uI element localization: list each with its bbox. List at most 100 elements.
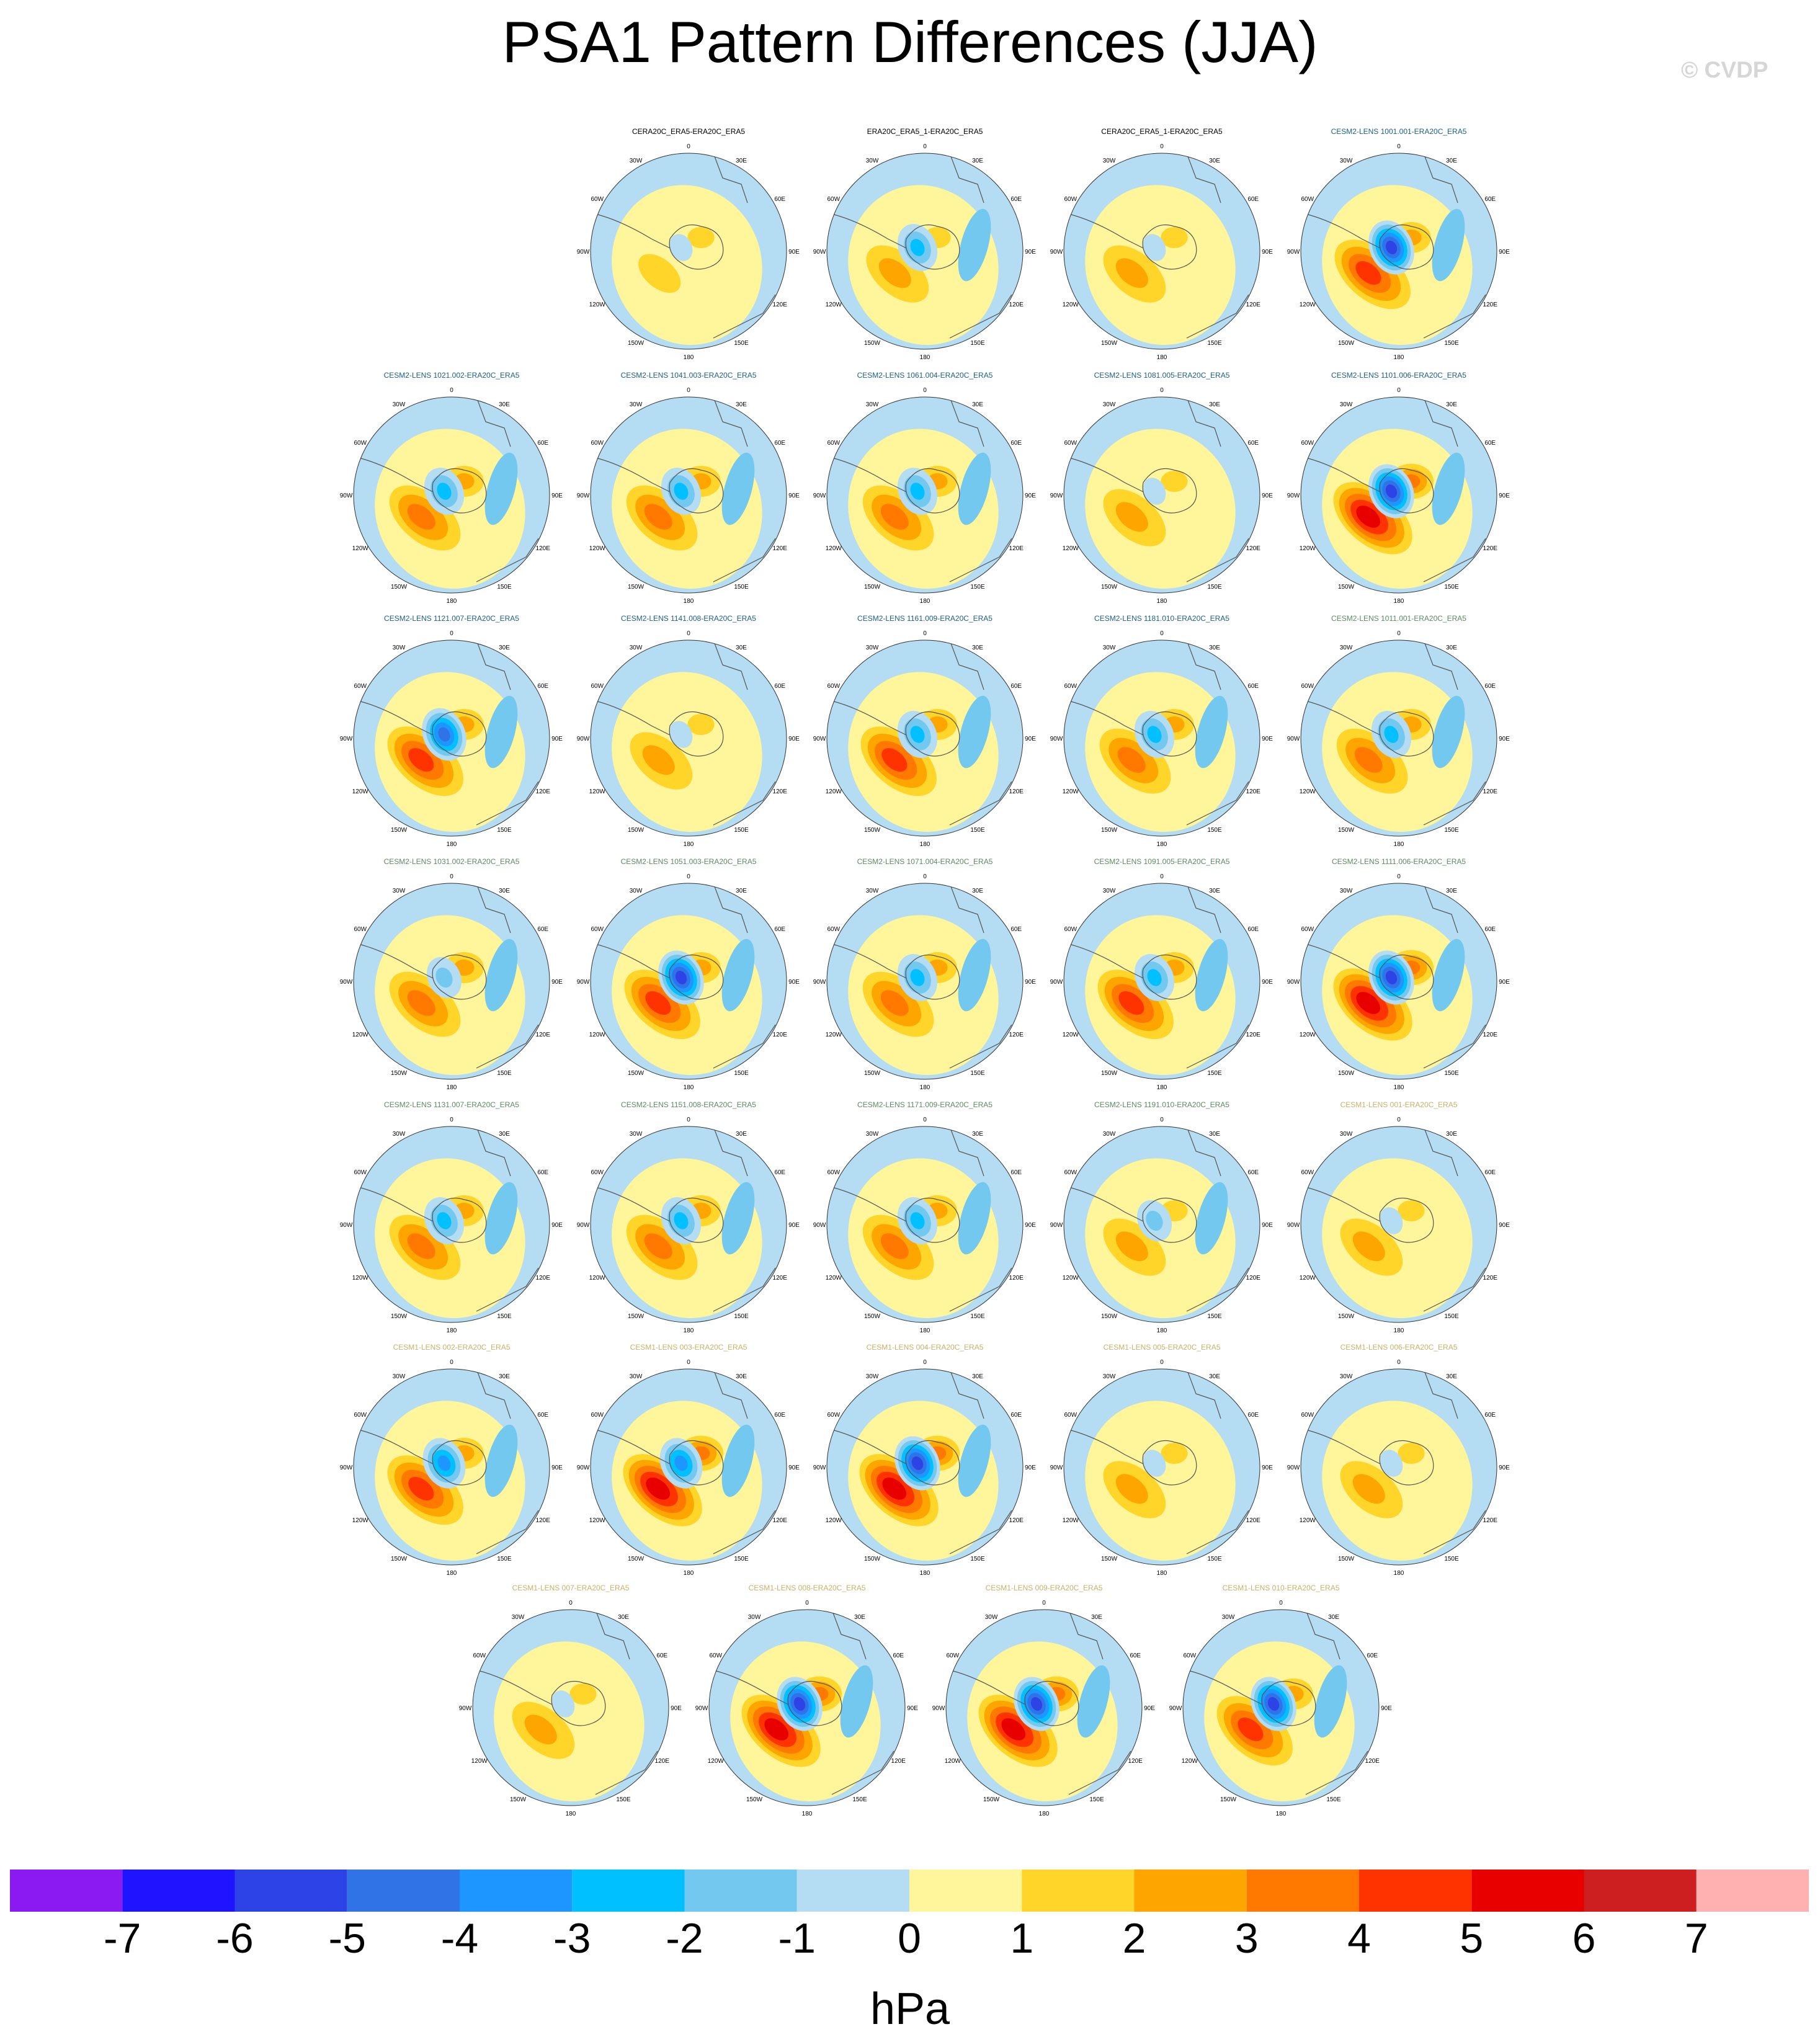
longitude-label: 180 xyxy=(1394,1327,1404,1333)
longitude-label: 30E xyxy=(1209,1131,1220,1138)
longitude-label: 60E xyxy=(1010,1169,1022,1176)
longitude-label: 30E xyxy=(972,158,983,164)
longitude-label: 150W xyxy=(391,1313,408,1320)
longitude-label: 120E xyxy=(1009,1275,1024,1281)
longitude-label: 180 xyxy=(1039,1811,1050,1816)
longitude-label: 90W xyxy=(577,736,590,742)
longitude-label: 30E xyxy=(499,644,510,651)
longitude-label: 60E xyxy=(537,1169,548,1176)
longitude-label: 60E xyxy=(774,926,785,933)
longitude-label: 90E xyxy=(1499,1222,1510,1229)
panel-title: CESM2-LENS 1121.007-ERA20C_ERA5 xyxy=(384,614,519,623)
longitude-label: 0 xyxy=(1397,1117,1401,1123)
longitude-label: 120E xyxy=(773,788,788,795)
longitude-label: 0 xyxy=(1397,1359,1401,1366)
longitude-label: 60E xyxy=(1484,926,1496,933)
polar-map: 0 30E 60E 90E 120E 150E 180 150W 120W 90W 60W 30W xyxy=(1287,1359,1510,1576)
polar-map: 0 30E 60E 90E 120E 150E 180 150W 120W 90W 60W 30W xyxy=(1050,143,1274,360)
longitude-label: 60W xyxy=(591,440,604,447)
longitude-label: 90W xyxy=(1050,249,1063,256)
longitude-label: 120W xyxy=(826,1032,842,1038)
longitude-label: 90W xyxy=(1287,493,1300,499)
longitude-label: 60W xyxy=(1301,440,1314,447)
longitude-label: 150E xyxy=(1444,584,1459,591)
panel-title: CESM2-LENS 1141.008-ERA20C_ERA5 xyxy=(621,614,756,623)
longitude-label: 90E xyxy=(1499,736,1510,742)
longitude-label: 150W xyxy=(1338,1556,1355,1562)
longitude-label: 60W xyxy=(354,1412,367,1419)
longitude-label: 90W xyxy=(340,979,353,986)
panel-title: CESM2-LENS 1131.007-ERA20C_ERA5 xyxy=(384,1100,519,1109)
longitude-label: 90W xyxy=(340,736,353,742)
longitude-label: 120E xyxy=(1246,545,1261,552)
longitude-label: 30E xyxy=(1209,401,1220,408)
longitude-label: 120W xyxy=(352,788,369,795)
longitude-label: 30E xyxy=(736,644,747,651)
polar-map: 0 30E 60E 90E 120E 150E 180 150W 120W 90W 60W 30W xyxy=(459,1600,682,1816)
longitude-label: 120E xyxy=(655,1758,670,1765)
longitude-label: 120E xyxy=(536,1517,551,1524)
longitude-label: 0 xyxy=(687,1359,690,1366)
map-panel: CESM1-LENS 003-ERA20C_ERA5 0 30E 60E 90E 120E… xyxy=(571,1343,806,1576)
longitude-label: 120W xyxy=(352,1275,369,1281)
longitude-label: 180 xyxy=(566,1811,576,1816)
longitude-label: 90W xyxy=(813,249,826,256)
longitude-label: 90W xyxy=(1287,1222,1300,1229)
longitude-label: 180 xyxy=(1157,1570,1167,1576)
longitude-label: 0 xyxy=(923,1117,927,1123)
panel-title: CESM2-LENS 1021.002-ERA20C_ERA5 xyxy=(383,371,520,380)
polar-map: 0 30E 60E 90E 120E 150E 180 150W 120W 90W 60W 30W xyxy=(577,1117,800,1333)
longitude-label: 120E xyxy=(1483,1032,1498,1038)
map-panel: CESM1-LENS 002-ERA20C_ERA5 0 30E 60E 90E 120E… xyxy=(334,1343,569,1576)
colorbar-swatch xyxy=(1359,1870,1472,1912)
colorbar-swatch xyxy=(1246,1870,1359,1912)
longitude-label: 90W xyxy=(1287,1464,1300,1471)
longitude-label: 60W xyxy=(1064,926,1077,933)
longitude-label: 60W xyxy=(1064,440,1077,447)
longitude-label: 60E xyxy=(1484,1169,1496,1176)
longitude-label: 60E xyxy=(1010,196,1022,203)
longitude-label: 90E xyxy=(1025,736,1036,742)
colorbar-swatch xyxy=(796,1870,909,1912)
polar-map: 0 30E 60E 90E 120E 150E 180 150W 120W 90W 60W 30W xyxy=(1050,873,1274,1090)
longitude-label: 60W xyxy=(1064,1412,1077,1419)
longitude-label: 30E xyxy=(736,1131,747,1138)
longitude-label: 0 xyxy=(1397,630,1401,637)
longitude-label: 60W xyxy=(473,1652,486,1659)
longitude-label: 150W xyxy=(1220,1796,1237,1803)
longitude-label: 120E xyxy=(1009,788,1024,795)
longitude-label: 60E xyxy=(537,1412,548,1419)
longitude-label: 120E xyxy=(1009,545,1024,552)
panel-title: CESM1-LENS 002-ERA20C_ERA5 xyxy=(393,1343,511,1352)
colorbar-swatch xyxy=(684,1870,797,1912)
longitude-label: 30W xyxy=(1222,1614,1235,1621)
longitude-label: 30W xyxy=(1103,158,1116,164)
longitude-label: 150E xyxy=(734,340,749,347)
longitude-label: 90W xyxy=(577,1222,590,1229)
longitude-label: 120E xyxy=(1246,301,1261,308)
longitude-label: 120E xyxy=(1009,1517,1024,1524)
longitude-label: 60W xyxy=(827,440,840,447)
colorbar-units-label: hPa xyxy=(870,1984,950,2034)
longitude-label: 180 xyxy=(447,1570,457,1576)
map-panel: CESM2-LENS 1051.003-ERA20C_ERA5 0 30E 60E 90… xyxy=(571,857,806,1090)
longitude-label: 0 xyxy=(1042,1600,1046,1607)
longitude-label: 90E xyxy=(1499,1464,1510,1471)
longitude-label: 60W xyxy=(591,1412,604,1419)
longitude-label: 120W xyxy=(1300,1275,1316,1281)
longitude-label: 60W xyxy=(709,1652,722,1659)
longitude-label: 0 xyxy=(1397,387,1401,394)
longitude-label: 60W xyxy=(354,926,367,933)
longitude-label: 150W xyxy=(864,1070,881,1077)
longitude-label: 90E xyxy=(551,1464,563,1471)
longitude-label: 180 xyxy=(684,354,694,360)
panel-title: CESM2-LENS 1051.003-ERA20C_ERA5 xyxy=(620,857,757,866)
longitude-label: 90E xyxy=(1025,249,1036,256)
longitude-label: 180 xyxy=(684,1084,694,1090)
longitude-label: 60W xyxy=(591,196,604,203)
longitude-label: 120W xyxy=(1300,1517,1316,1524)
colorbar-tick-label: -4 xyxy=(440,1915,479,1962)
longitude-label: 150E xyxy=(1089,1796,1104,1803)
longitude-label: 30W xyxy=(866,158,879,164)
longitude-label: 150E xyxy=(734,1313,749,1320)
